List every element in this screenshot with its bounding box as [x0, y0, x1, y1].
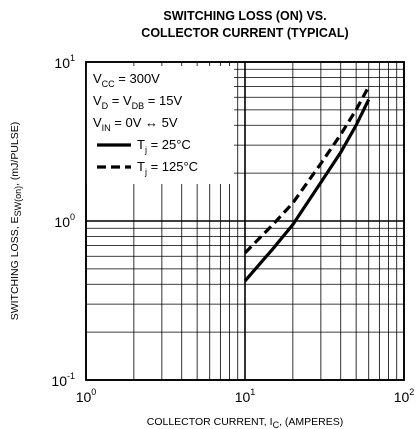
x-axis-label-end: , (AMPERES): [279, 416, 343, 428]
condition-3: VIN = 0V ↔ 5V: [93, 115, 178, 133]
condition-1: VCC = 300V: [93, 71, 160, 89]
y-axis-label-main: SWITCHING LOSS, E: [9, 216, 21, 320]
x-axis-label: COLLECTOR CURRENT, IC, (AMPERES): [147, 416, 344, 429]
x-tick-label: 101: [235, 387, 256, 405]
x-axis-label-sub: C: [273, 420, 280, 429]
series-125c-line: [243, 85, 371, 255]
x-tick-label: 102: [394, 387, 415, 405]
y-axis-label-end: , (mJ/PULSE): [9, 122, 21, 186]
y-tick-label: 101: [54, 53, 75, 71]
series-25c-line: [243, 98, 371, 282]
x-axis-label-main: COLLECTOR CURRENT, I: [147, 416, 273, 428]
y-tick-label: 100: [54, 212, 75, 230]
chart-title-line2: COLLECTOR CURRENT (TYPICAL): [141, 26, 348, 40]
legend-label-1: Tj = 25°C: [137, 137, 191, 155]
chart-title-line1: SWITCHING LOSS (ON) VS.: [163, 9, 326, 23]
x-tick-label: 100: [76, 387, 97, 405]
legend: VCC = 300V VD = VDB = 15V VIN = 0V ↔ 5V Tj …: [93, 71, 198, 177]
y-axis-label-sub: SW(on): [13, 186, 23, 217]
condition-2: VD = VDB = 15V: [93, 93, 182, 111]
y-tick-label: 10-1: [51, 371, 75, 389]
series-layer: [243, 85, 371, 282]
legend-box: [86, 66, 234, 184]
plot-frame: [85, 61, 405, 381]
legend-label-2: Tj = 125°C: [137, 159, 198, 177]
y-axis-label: SWITCHING LOSS, ESW(on), (mJ/PULSE): [9, 122, 23, 321]
